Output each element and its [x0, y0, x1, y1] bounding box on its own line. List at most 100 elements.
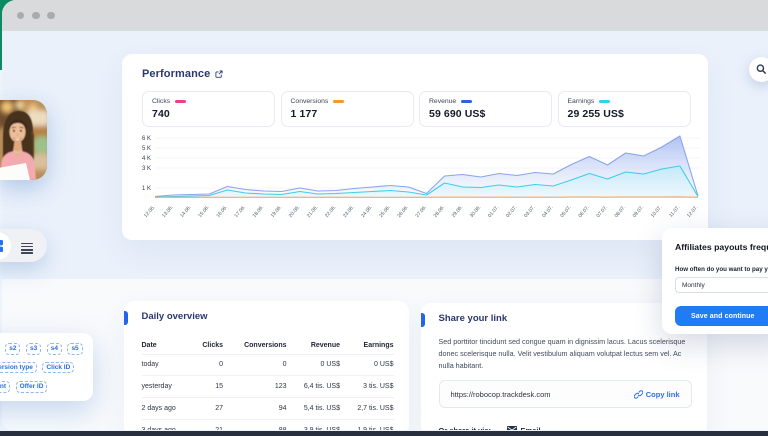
stat-label: Revenue	[429, 98, 457, 105]
window-control-dot[interactable]	[32, 11, 40, 20]
table-cell: today	[141, 361, 159, 369]
performance-title: Performance	[142, 68, 211, 80]
column-header: Conversions	[244, 342, 287, 349]
share-email-option[interactable]: Email	[520, 425, 541, 431]
param-chip-amount[interactable]: Amount	[0, 381, 11, 393]
affiliate-link-box: https://robocop.trackdesk.com Copy link	[438, 380, 692, 408]
payouts-frequency-card: Affiliates payouts frequency How often d…	[662, 228, 768, 334]
svg-text:22.06.: 22.06.	[324, 204, 338, 219]
svg-text:16.06.: 16.06.	[215, 204, 229, 219]
svg-text:6 K: 6 K	[142, 136, 151, 142]
copy-link-button[interactable]: Copy link	[633, 389, 680, 399]
browser-titlebar	[2, 0, 768, 31]
payout-frequency-select[interactable]: Monthly	[675, 277, 768, 293]
hamburger-icon	[21, 242, 33, 245]
apps-grid-icon	[0, 239, 3, 252]
svg-text:30.06.: 30.06.	[469, 204, 483, 219]
svg-text:13.06.: 13.06.	[161, 204, 175, 219]
svg-text:09.07.: 09.07.	[632, 204, 646, 219]
external-link-icon[interactable]	[215, 70, 223, 78]
table-cell: 1,9 tis. US$	[340, 427, 393, 430]
svg-text:21.06.: 21.06.	[306, 204, 320, 219]
performance-card: Performance Clicks 740 Conversions 1 177 Rev…	[122, 54, 708, 240]
svg-text:28.06.: 28.06.	[433, 204, 447, 219]
column-header: Revenue	[310, 342, 340, 349]
svg-text:3 K: 3 K	[142, 166, 151, 172]
param-chip-click-id[interactable]: Click ID	[42, 361, 75, 373]
param-chip-s5[interactable]: s5	[67, 343, 83, 355]
table-cell: 0	[219, 361, 223, 369]
stat-value: 1 177	[290, 108, 318, 120]
table-cell: 3,9 tis. US$	[287, 427, 340, 430]
performance-chart-area: 6 K 5 K 4 K 3 K 1 K 12.06. 13.06. 14.06. 15.06. 1…	[130, 128, 704, 243]
table-cell: 0 US$	[374, 361, 394, 369]
svg-text:12.06.: 12.06.	[143, 204, 157, 219]
menu-button[interactable]	[21, 242, 33, 254]
apps-button[interactable]	[0, 231, 11, 260]
svg-text:18.06.: 18.06.	[252, 204, 266, 219]
save-and-continue-button[interactable]: Save and continue	[675, 306, 768, 326]
payout-frequency-value: Monthly	[682, 281, 705, 289]
svg-text:03.07.: 03.07.	[523, 204, 537, 219]
param-chip-s2[interactable]: s2	[5, 343, 21, 355]
stat-tile-revenue: Revenue 59 690 US$	[419, 91, 552, 127]
payouts-title: Affiliates payouts frequency	[675, 241, 768, 252]
param-chip-offer-id[interactable]: Offer ID	[15, 381, 48, 393]
svg-text:12.07.: 12.07.	[686, 204, 700, 219]
svg-text:05.07.: 05.07.	[559, 204, 573, 219]
copy-link-label: Copy link	[645, 389, 680, 399]
floating-toolbar	[0, 229, 47, 262]
svg-text:04.07.: 04.07.	[541, 204, 555, 219]
stat-tile-clicks: Clicks 740	[142, 91, 275, 127]
table-row: today 0 0 0 US$ 0 US$	[141, 355, 394, 377]
svg-text:19.06.: 19.06.	[270, 204, 284, 219]
chip-row: s1s2s3s4s5	[0, 343, 83, 355]
email-icon	[507, 426, 518, 430]
footer-bar	[0, 430, 768, 436]
svg-text:27.06.: 27.06.	[414, 204, 428, 219]
window-control-dot[interactable]	[17, 11, 25, 20]
svg-text:06.07.: 06.07.	[577, 204, 591, 219]
table-cell: 5,4 tis. US$	[303, 404, 340, 412]
svg-text:01.07.: 01.07.	[487, 204, 501, 219]
share-link-description: Sed porttitor tincidunt sed congue quam …	[438, 337, 686, 370]
save-and-continue-label: Save and continue	[691, 312, 755, 320]
table-cell: 3 days ago	[142, 427, 187, 430]
performance-chart: 6 K 5 K 4 K 3 K 1 K 12.06. 13.06. 14.06. 15.06. 1…	[142, 135, 700, 219]
svg-text:10.07.: 10.07.	[650, 204, 664, 219]
search-button[interactable]	[749, 57, 768, 82]
stat-series-swatch	[333, 100, 345, 103]
svg-text:11.07.: 11.07.	[668, 204, 681, 218]
stat-value: 29 255 US$	[567, 108, 624, 120]
param-chip-conversion-type[interactable]: Conversion type	[0, 361, 37, 373]
svg-text:20.06.: 20.06.	[288, 204, 302, 219]
table-cell: 3 tis. US$	[363, 383, 394, 391]
param-chip-s3[interactable]: s3	[25, 343, 42, 355]
param-chip-s4[interactable]: s4	[46, 343, 62, 355]
daily-overview-title: Daily overview	[141, 310, 208, 322]
share-via-label: Or share it via:	[438, 425, 492, 431]
share-link-card: Share your link Sed porttitor tincidunt …	[421, 303, 707, 430]
window-control-dot[interactable]	[47, 11, 55, 20]
svg-text:02.07.: 02.07.	[505, 204, 519, 219]
stat-label: Conversions	[290, 98, 329, 105]
stat-label: Earnings	[567, 98, 595, 105]
column-header: Earnings	[363, 342, 394, 349]
affiliate-link-url: https://robocop.trackdesk.com	[450, 389, 551, 399]
svg-text:07.07.: 07.07.	[595, 204, 609, 219]
svg-text:14.06.: 14.06.	[179, 204, 193, 219]
table-cell: 6,4 tis. US$	[303, 383, 340, 391]
chip-row: Amount Offer ID	[0, 381, 48, 393]
table-cell: 2 days ago	[141, 404, 176, 412]
search-icon	[756, 64, 766, 74]
table-cell: 2,7 tis. US$	[357, 404, 394, 412]
card-accent-bar	[421, 313, 425, 327]
table-cell: 27	[215, 404, 223, 412]
customer-photo	[0, 100, 47, 180]
link-icon	[633, 389, 643, 399]
stat-value: 740	[152, 108, 170, 120]
table-cell: 123	[274, 383, 287, 391]
